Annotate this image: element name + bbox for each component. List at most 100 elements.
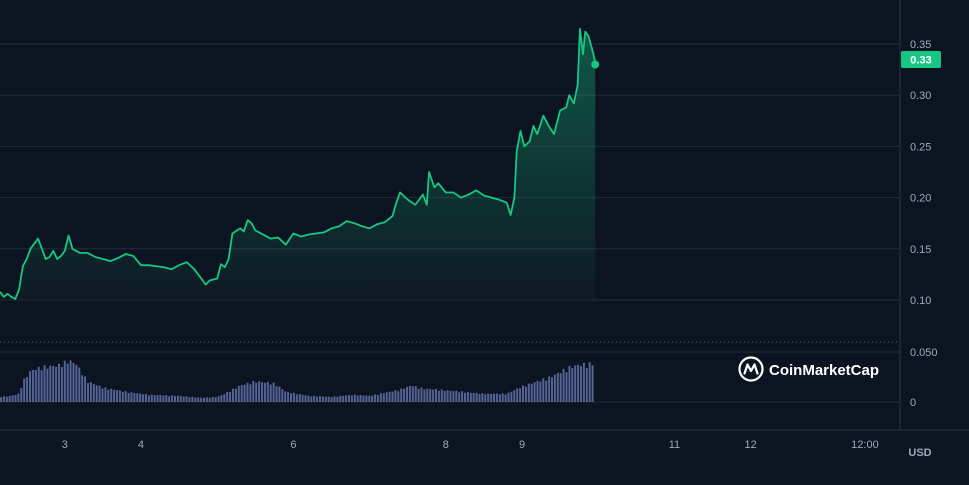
volume-bar: [432, 389, 435, 402]
volume-bar: [147, 395, 150, 402]
volume-bar: [417, 388, 420, 402]
volume-bar: [391, 391, 394, 402]
volume-bar: [368, 395, 371, 402]
volume-bar: [321, 396, 324, 402]
volume-bar: [382, 393, 385, 402]
volume-bar: [43, 365, 46, 402]
volume-bar: [229, 391, 232, 402]
volume-bar: [469, 392, 472, 402]
volume-bar: [374, 394, 377, 402]
volume-bar: [197, 397, 200, 402]
volume-bar: [435, 389, 437, 402]
volume-bar: [232, 388, 234, 402]
volume-bar: [217, 396, 220, 402]
volume-bar: [208, 397, 211, 402]
volume-bar: [568, 366, 571, 402]
volume-bar: [429, 389, 432, 402]
volume-bar: [397, 391, 400, 402]
y-tick-label: 0.25: [910, 141, 931, 153]
volume-bar: [211, 396, 214, 402]
price-line: [0, 27, 597, 300]
volume-bar: [298, 393, 301, 402]
volume-bar: [145, 394, 147, 402]
x-tick-label: 8: [443, 439, 449, 451]
volume-bar: [582, 362, 585, 402]
axes: [0, 0, 969, 431]
volume-bar: [585, 368, 588, 402]
volume-bar: [226, 392, 229, 402]
volume-bar: [339, 395, 342, 402]
volume-bar: [359, 394, 362, 402]
volume-bar: [26, 376, 29, 402]
y-tick-label: 0.050: [910, 347, 938, 359]
x-tick-label: 6: [290, 439, 296, 451]
volume-bar: [17, 393, 20, 402]
volume-bar: [333, 396, 336, 402]
volume-bar: [60, 367, 63, 402]
volume-bar: [133, 393, 136, 402]
volume-bar: [403, 388, 406, 402]
volume-bar: [255, 382, 258, 402]
volume-bar: [577, 364, 580, 402]
volume-bar: [414, 386, 417, 402]
volume-bar: [159, 395, 162, 402]
coinmarketcap-logo-icon: [738, 356, 764, 382]
volume-bar: [130, 392, 133, 402]
volume-bar: [420, 387, 423, 402]
volume-bar: [162, 395, 165, 402]
y-axis-ticks: 0.35 0.30 0.25 0.20 0.15 0.10 0.050 0: [910, 39, 938, 409]
volume-bar: [446, 390, 449, 402]
y-tick-label: 0.10: [910, 295, 931, 307]
volume-bar: [443, 390, 446, 402]
volume-bar: [464, 392, 466, 402]
volume-bar: [559, 373, 562, 402]
volume-bar: [472, 392, 475, 402]
volume-bar: [40, 370, 43, 402]
volume-bar: [411, 386, 414, 402]
volume-bar: [356, 395, 359, 402]
volume-bar: [194, 397, 197, 402]
volume-bar: [461, 391, 464, 402]
volume-bar: [365, 395, 368, 402]
volume-bar: [406, 386, 408, 402]
volume-bar: [408, 385, 411, 402]
volume-bar: [388, 391, 391, 402]
volume-bar: [5, 396, 8, 402]
volume-bar: [220, 395, 223, 402]
x-tick-label: 12:00: [851, 439, 879, 451]
volume-bar: [527, 383, 530, 402]
volume-bar: [49, 365, 52, 402]
volume-bar: [87, 382, 89, 402]
volume-bar: [533, 382, 536, 402]
volume-bar: [530, 383, 533, 402]
volume-bar: [243, 384, 246, 402]
volume-bar: [223, 394, 226, 402]
volume-bar: [580, 366, 582, 402]
volume-bar: [385, 392, 388, 402]
volume-bar: [188, 397, 191, 402]
volume-bar: [478, 393, 481, 402]
volume-bar: [63, 360, 66, 402]
volume-bar: [553, 374, 556, 402]
volume-bar: [168, 396, 171, 402]
volume-bar: [269, 384, 272, 402]
volume-bar: [484, 394, 487, 402]
volume-bar: [272, 382, 275, 402]
x-tick-label: 9: [519, 439, 525, 451]
volume-bar: [234, 388, 237, 402]
volume-bar: [287, 391, 290, 402]
volume-bar: [89, 382, 92, 402]
volume-bar: [107, 389, 110, 402]
volume-bar: [124, 391, 127, 402]
volume-bar: [458, 392, 461, 402]
volume-bar: [20, 388, 23, 402]
volume-bar: [200, 397, 203, 402]
volume-bar: [84, 376, 87, 402]
x-tick-label: 4: [138, 439, 144, 451]
volume-bar: [545, 380, 548, 402]
volume-bar: [176, 395, 179, 402]
volume-bar: [136, 393, 139, 402]
volume-bar: [14, 394, 17, 402]
volume-bar: [504, 394, 507, 402]
